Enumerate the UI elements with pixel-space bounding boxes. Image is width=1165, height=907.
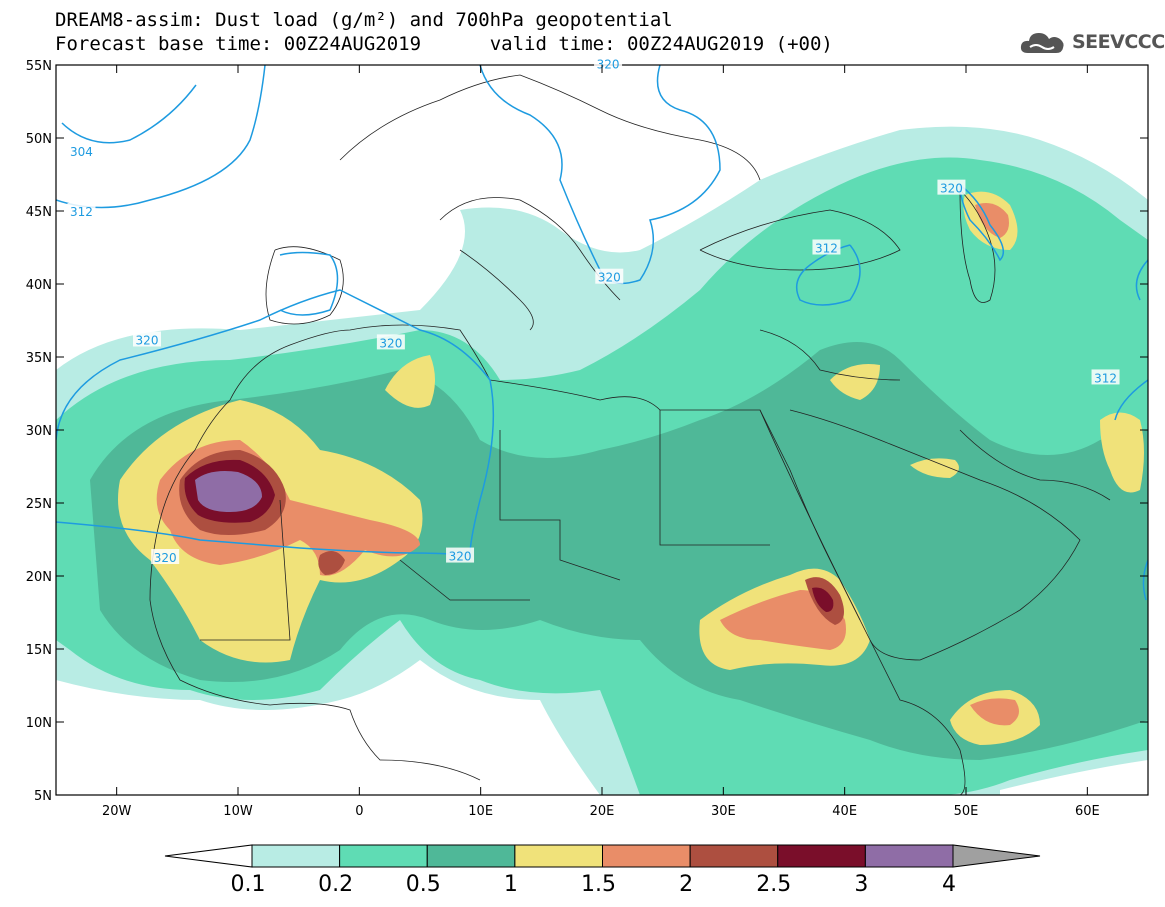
colorbar-swatch bbox=[339, 844, 428, 868]
colorbar-min-arrow bbox=[164, 844, 253, 868]
colorbar-swatch bbox=[514, 844, 603, 868]
contour-label-bg bbox=[1091, 369, 1120, 385]
colorbar bbox=[164, 844, 1041, 868]
logo-text: SEEVCCC bbox=[1072, 31, 1165, 53]
contour-label: 304 bbox=[70, 145, 93, 159]
contour-label-bg bbox=[937, 179, 966, 195]
dust-load-field bbox=[56, 126, 1148, 795]
colorbar-swatch bbox=[864, 844, 954, 868]
contour-label: 320 bbox=[598, 271, 621, 285]
contour-label-bg bbox=[133, 331, 161, 347]
seevccc-logo: SEEVCCC bbox=[1018, 26, 1165, 58]
lon-tick-label: 10E bbox=[468, 804, 493, 819]
colorbar-swatch bbox=[602, 844, 691, 868]
geopotential-contours bbox=[56, 65, 1148, 601]
colorbar-label: 4 bbox=[942, 872, 956, 897]
contour-label: 312 bbox=[1094, 371, 1117, 385]
contour-label: 320 bbox=[136, 333, 159, 347]
lat-tick-label: 10N bbox=[26, 716, 52, 731]
colorbar-label: 1.5 bbox=[581, 872, 616, 897]
map-subtitle: Forecast base time: 00Z24AUG2019 valid t… bbox=[55, 33, 833, 55]
lon-tick-label: 20W bbox=[102, 804, 132, 819]
map-title: DREAM8-assim: Dust load (g/m²) and 700hP… bbox=[55, 9, 673, 31]
contour-label-bg bbox=[446, 547, 475, 563]
colorbar-label: 0.2 bbox=[318, 872, 354, 897]
contour-label: 320 bbox=[154, 551, 177, 565]
lon-tick-label: 20E bbox=[590, 804, 615, 819]
contour-label-bg bbox=[67, 143, 96, 159]
colorbar-swatch bbox=[689, 844, 779, 868]
colorbar-label: 1 bbox=[503, 872, 518, 897]
cloud-icon bbox=[1020, 33, 1064, 53]
colorbar-label: 2 bbox=[679, 872, 694, 897]
lat-tick-label: 55N bbox=[26, 59, 52, 74]
contour-label: 312 bbox=[815, 242, 838, 256]
lon-tick-label: 60E bbox=[1075, 804, 1100, 819]
contour-label: 320 bbox=[379, 336, 402, 350]
contour-label-bg bbox=[595, 268, 624, 284]
lat-tick-label: 15N bbox=[26, 643, 52, 658]
contour-label: 320 bbox=[940, 182, 963, 196]
colorbar-label: 0.1 bbox=[230, 872, 266, 897]
lat-tick-label: 45N bbox=[26, 205, 52, 220]
contour-labels: 304 312 320 320 320 320 312 312 320 320 320 bbox=[67, 55, 1120, 565]
colorbar-swatch bbox=[777, 844, 866, 868]
colorbar-label: 2.5 bbox=[756, 872, 792, 897]
valid-time-label: valid time: 00Z24AUG2019 (+00) bbox=[489, 33, 833, 55]
colorbar-swatch bbox=[426, 844, 516, 868]
lat-tick-label: 5N bbox=[34, 789, 52, 804]
colorbar-swatch bbox=[251, 844, 341, 868]
contour-label-bg bbox=[594, 55, 623, 71]
colorbar-label: 3 bbox=[854, 872, 869, 897]
lon-tick-label: 50E bbox=[954, 804, 979, 819]
contour-label-bg bbox=[812, 239, 841, 255]
contour-label-bg bbox=[151, 549, 180, 565]
lat-tick-label: 35N bbox=[26, 351, 52, 366]
contour-label-bg bbox=[376, 334, 405, 350]
contour-label: 320 bbox=[449, 550, 472, 564]
colorbar-label: 0.5 bbox=[405, 872, 441, 897]
lat-tick-label: 50N bbox=[26, 132, 52, 147]
lat-tick-label: 40N bbox=[26, 278, 52, 293]
lat-tick-label: 20N bbox=[26, 570, 52, 585]
contour-label: 320 bbox=[597, 58, 620, 72]
latitude-axis: 55N 50N 45N 40N 35N 30N 25N 20N 15N 10N 5N bbox=[26, 59, 1148, 804]
contour-label-bg bbox=[67, 203, 96, 218]
lon-tick-label: 30E bbox=[711, 804, 736, 819]
base-time-label: Forecast base time: 00Z24AUG2019 bbox=[55, 33, 422, 55]
coastlines bbox=[149, 74, 1111, 795]
lon-tick-label: 0 bbox=[355, 804, 363, 819]
longitude-axis: 20W 10W 0 10E 20E 30E 40E 50E 60E bbox=[102, 65, 1100, 819]
lat-tick-label: 30N bbox=[26, 424, 52, 439]
lon-tick-label: 10W bbox=[223, 804, 253, 819]
contour-label: 312 bbox=[70, 205, 93, 219]
lon-tick-label: 40E bbox=[832, 804, 857, 819]
colorbar-max-arrow bbox=[952, 844, 1041, 868]
lat-tick-label: 25N bbox=[26, 497, 52, 512]
